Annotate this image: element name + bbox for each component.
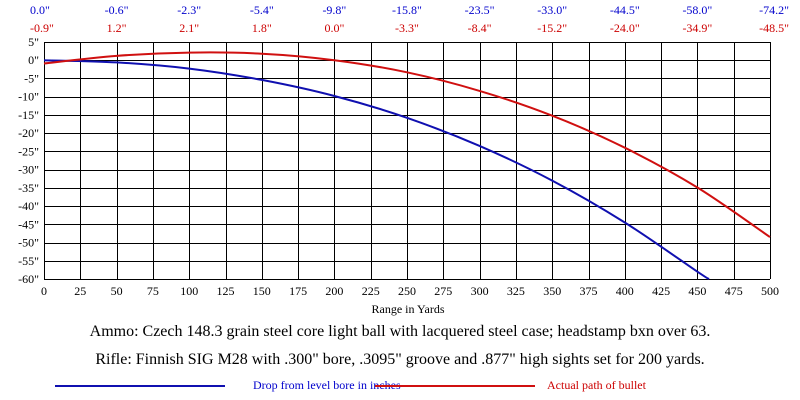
top-drop-label: -0.6" [105,3,129,17]
top-path-label: -0.9" [30,21,54,35]
rifle-caption: Rifle: Finnish SIG M28 with .300" bore, … [95,351,705,368]
y-tick-label: -30" [18,163,39,177]
top-drop-label: 0.0" [30,3,50,17]
y-tick-label: -40" [18,199,39,213]
x-tick-label: 225 [362,284,380,298]
x-tick-label: 50 [111,284,123,298]
x-tick-label: 350 [543,284,561,298]
y-tick-labels: 5" 0" -5" -10" -15" -20" -25" -30" -35" -40" -45" -… [18,35,39,286]
y-tick-label: -50" [18,236,39,250]
top-path-label: 0.0" [324,21,344,35]
y-tick-label: 0" [28,53,39,67]
x-tick-label: 325 [507,284,525,298]
top-drop-label: -74.2" [759,3,789,17]
top-drop-label: -5.4" [250,3,274,17]
top-drop-label: -15.8" [392,3,422,17]
x-tick-label: 0 [41,284,47,298]
y-tick-label: -35" [18,181,39,195]
series-line-path [43,51,771,238]
y-tick-label: -5" [24,71,39,85]
legend-path-swatch [375,385,535,388]
x-tick-label: 100 [180,284,198,298]
top-drop-label: -33.0" [537,3,567,17]
legend-drop: Drop from level bore in inches [55,378,401,396]
x-tick-label: 300 [471,284,489,298]
x-tick-label: 250 [398,284,416,298]
legend-path-label: Actual path of bullet [547,378,646,392]
top-path-label: 2.1" [179,21,199,35]
top-path-label: 1.2" [107,21,127,35]
grid-lines [44,42,771,280]
x-tick-label: 400 [616,284,634,298]
x-tick-label: 200 [325,284,343,298]
x-axis-title: Range in Yards [371,302,444,316]
legend-drop-label: Drop from level bore in inches [253,378,401,392]
x-tick-label: 125 [217,284,235,298]
x-tick-label: 475 [725,284,743,298]
top-path-label: -48.5" [759,21,789,35]
legend-drop-swatch [55,385,225,388]
x-tick-label: 450 [688,284,706,298]
x-tick-labels: 0 25 50 75 100 125 150 175 200 225 250 275 300 325 350… [41,284,779,298]
y-tick-label: -10" [18,90,39,104]
y-tick-label: 5" [28,35,39,49]
x-tick-label: 75 [147,284,159,298]
x-tick-label: 175 [289,284,307,298]
top-drop-label: -2.3" [177,3,201,17]
top-drop-label: -58.0" [682,3,712,17]
x-tick-label: 375 [580,284,598,298]
y-tick-label: -45" [18,217,39,231]
y-tick-label: -60" [18,272,39,286]
series-lines [43,51,771,280]
top-path-label: -24.0" [610,21,640,35]
top-path-label: 1.8" [252,21,272,35]
top-value-labels: 0.0" -0.9" -0.6" 1.2" -2.3" 2.1" -5.4" 1.8" -9.8… [30,3,789,35]
top-drop-label: -44.5" [610,3,640,17]
ballistics-chart: 5" 0" -5" -10" -15" -20" -25" -30" -35" -40" -45" -… [18,3,789,316]
x-tick-label: 425 [652,284,670,298]
x-tick-label: 500 [761,284,779,298]
top-path-label: -15.2" [537,21,567,35]
x-tick-label: 150 [253,284,271,298]
top-path-label: -34.9" [682,21,712,35]
x-tick-label: 25 [74,284,86,298]
top-path-label: -3.3" [395,21,419,35]
y-tick-label: -20" [18,126,39,140]
x-tick-label: 275 [434,284,452,298]
top-drop-label: -9.8" [322,3,346,17]
top-path-label: -8.4" [468,21,492,35]
top-drop-label: -23.5" [465,3,495,17]
ammo-caption: Ammo: Czech 148.3 grain steel core light… [89,323,711,340]
y-tick-label: -25" [18,144,39,158]
series-line-drop [43,59,710,280]
y-tick-label: -55" [18,254,39,268]
y-tick-label: -15" [18,108,39,122]
legend-path: Actual path of bullet [375,378,646,396]
